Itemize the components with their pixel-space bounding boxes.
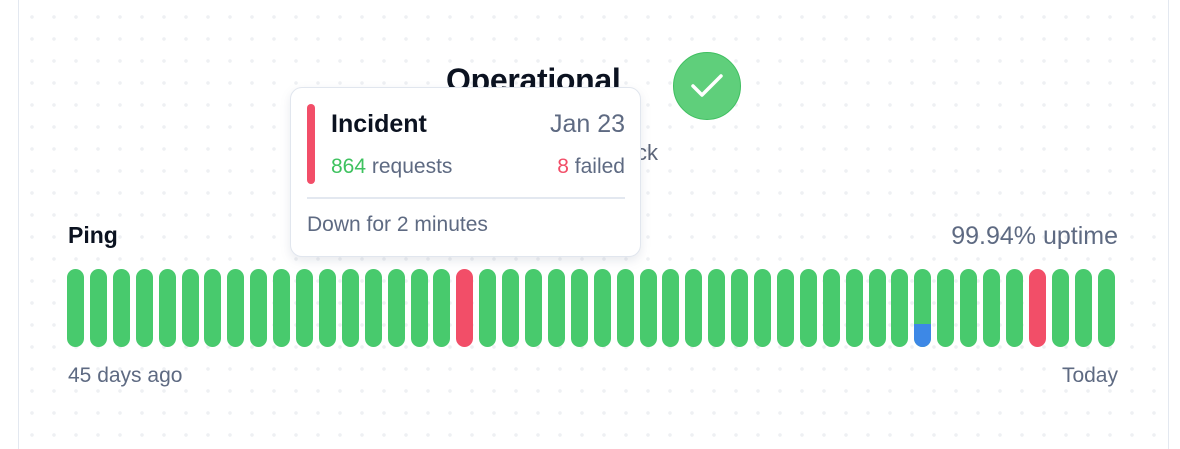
- day-bar-up[interactable]: [158, 269, 176, 347]
- day-bar-up[interactable]: [1051, 269, 1069, 347]
- day-bar-up[interactable]: [685, 269, 703, 347]
- day-bar-up[interactable]: [1074, 269, 1092, 347]
- tooltip-failed: 8 failed: [557, 155, 625, 179]
- monitor-name: Ping: [68, 222, 118, 248]
- day-bar-up[interactable]: [547, 269, 565, 347]
- day-bar-up[interactable]: [845, 269, 863, 347]
- uptime-bars: [67, 269, 1119, 347]
- day-bar-up[interactable]: [1097, 269, 1115, 347]
- day-bar-down[interactable]: [456, 269, 474, 347]
- divider: [307, 197, 625, 199]
- day-bar-up[interactable]: [639, 269, 657, 347]
- day-bar-up[interactable]: [112, 269, 130, 347]
- day-bar-up[interactable]: [250, 269, 268, 347]
- tooltip-date: Jan 23: [549, 110, 625, 138]
- day-bar-up[interactable]: [754, 269, 771, 347]
- tooltip-title: Incident: [331, 110, 427, 138]
- day-bar-up[interactable]: [341, 269, 359, 347]
- day-bar-up[interactable]: [776, 269, 794, 347]
- day-bar-up[interactable]: [296, 269, 313, 347]
- day-bar-up[interactable]: [525, 269, 542, 347]
- tooltip-requests: 864 requests: [331, 155, 452, 179]
- day-bar-up[interactable]: [570, 269, 588, 347]
- failed-label: failed: [568, 155, 625, 178]
- day-bar-up[interactable]: [273, 269, 291, 347]
- day-bar-up[interactable]: [593, 269, 611, 347]
- day-bar-up[interactable]: [960, 269, 978, 347]
- day-bar-up[interactable]: [983, 269, 1000, 347]
- day-bar-up[interactable]: [227, 269, 245, 347]
- uptime-value: 99.94% uptime: [951, 222, 1118, 250]
- day-bar-up[interactable]: [616, 269, 634, 347]
- requests-count: 864: [331, 155, 367, 178]
- day-bar-up[interactable]: [387, 269, 405, 347]
- day-bar-up[interactable]: [204, 269, 222, 347]
- day-bar-up[interactable]: [937, 269, 955, 347]
- day-bar-up[interactable]: [708, 269, 726, 347]
- day-bar-up[interactable]: [868, 269, 886, 347]
- day-bar-up[interactable]: [318, 269, 336, 347]
- requests-label: requests: [366, 155, 453, 178]
- check-icon: [673, 52, 741, 120]
- day-bar-up[interactable]: [181, 269, 199, 347]
- day-bar-up[interactable]: [67, 269, 84, 347]
- day-bar-up[interactable]: [433, 269, 451, 347]
- day-bar-up[interactable]: [1005, 269, 1023, 347]
- day-bar-up[interactable]: [89, 269, 107, 347]
- incident-indicator: [307, 104, 315, 184]
- day-bar-down[interactable]: [1028, 269, 1046, 347]
- day-bar-up[interactable]: [410, 269, 428, 347]
- partial-segment: [914, 323, 932, 347]
- end-label: Today: [1061, 364, 1118, 387]
- day-bar-up[interactable]: [364, 269, 382, 347]
- day-bar-up[interactable]: [891, 269, 909, 347]
- start-label: 45 days ago: [68, 364, 183, 387]
- tooltip-footer: Down for 2 minutes: [307, 213, 488, 236]
- incident-tooltip: Incident Jan 23 864 requests 8 failed Do…: [290, 87, 641, 257]
- day-bar-up[interactable]: [799, 269, 817, 347]
- day-bar-up[interactable]: [662, 269, 680, 347]
- day-bar-up[interactable]: [731, 269, 749, 347]
- day-bar-up[interactable]: [135, 269, 153, 347]
- day-bar-up[interactable]: [502, 269, 520, 347]
- status-subtitle: ck: [636, 140, 658, 165]
- failed-count: 8: [557, 155, 569, 178]
- day-bar-up[interactable]: [822, 269, 840, 347]
- day-bar-up[interactable]: [479, 269, 497, 347]
- day-bar-partial[interactable]: [914, 269, 932, 347]
